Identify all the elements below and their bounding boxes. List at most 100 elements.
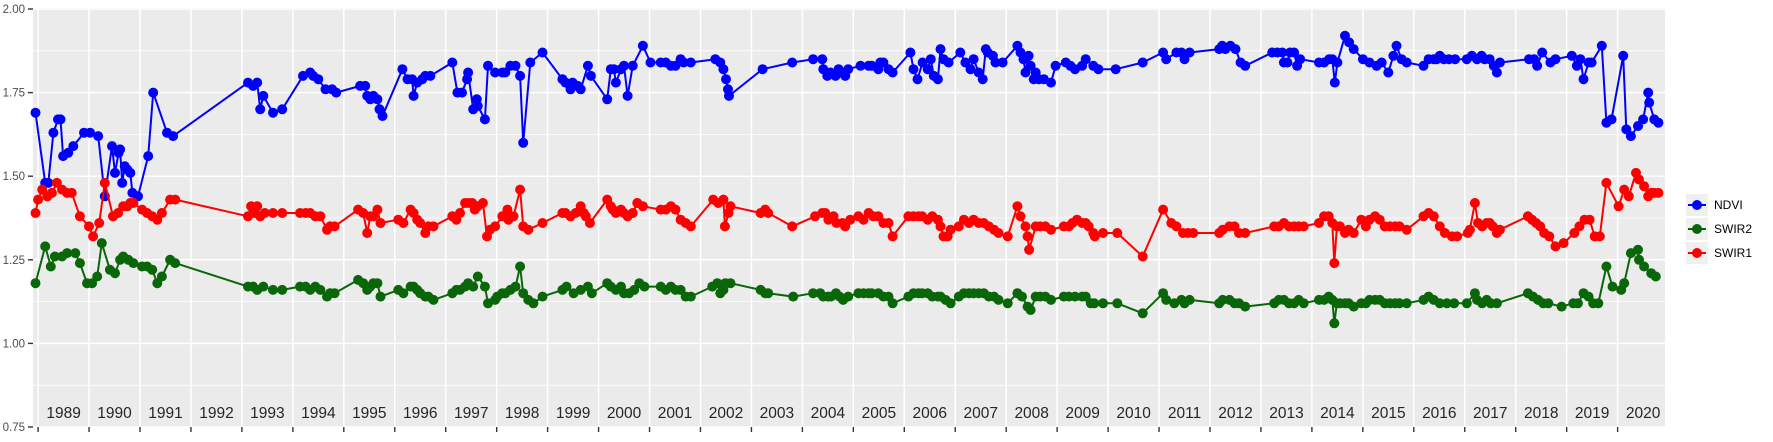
data-point-NDVI	[1329, 77, 1340, 88]
data-point-NDVI	[115, 144, 126, 155]
data-point-SWIR1	[1329, 258, 1340, 269]
data-point-SWIR1	[515, 184, 526, 195]
x-tick-label: 1992	[199, 405, 233, 422]
data-point-SWIR2	[479, 281, 490, 292]
data-point-SWIR2	[1543, 298, 1554, 309]
data-point-NDVI	[1050, 60, 1061, 71]
data-point-SWIR2	[96, 238, 107, 249]
data-point-SWIR1	[99, 177, 110, 188]
data-point-SWIR2	[1329, 318, 1340, 329]
data-point-SWIR2	[1441, 298, 1452, 309]
data-point-SWIR1	[1613, 201, 1624, 212]
data-point-NDVI	[168, 131, 179, 142]
data-point-NDVI	[1643, 87, 1654, 98]
data-point-SWIR2	[993, 294, 1004, 305]
data-point-SWIR1	[584, 218, 595, 228]
x-tick-label: 2020	[1626, 405, 1661, 422]
data-point-NDVI	[1376, 57, 1387, 68]
x-tick-label: 1996	[403, 405, 437, 422]
data-point-SWIR2	[1098, 298, 1108, 309]
data-point-SWIR2	[1639, 261, 1650, 272]
data-point-SWIR1	[1623, 191, 1634, 202]
data-point-NDVI	[582, 60, 593, 71]
data-point-NDVI	[110, 167, 120, 178]
data-point-SWIR1	[1653, 187, 1664, 198]
data-point-NDVI	[472, 101, 483, 111]
data-point-NDVI	[408, 90, 419, 101]
data-point-NDVI	[313, 74, 324, 85]
data-point-SWIR1	[719, 221, 730, 232]
data-point-SWIR2	[1491, 298, 1502, 309]
y-tick-label: 1.00	[3, 338, 25, 350]
data-point-SWIR2	[887, 298, 898, 309]
y-tick-label: 1.75	[3, 88, 25, 100]
data-point-NDVI	[372, 94, 383, 105]
data-point-NDVI	[143, 151, 154, 162]
data-point-SWIR1	[128, 198, 139, 208]
data-point-SWIR2	[329, 288, 340, 299]
x-tick-label: 2013	[1269, 405, 1303, 422]
data-point-NDVI	[397, 64, 408, 75]
data-point-SWIR2	[1401, 298, 1412, 309]
data-point-SWIR1	[1158, 204, 1169, 215]
legend-key-point	[1692, 200, 1702, 210]
data-point-SWIR2	[92, 271, 103, 282]
data-point-NDVI	[808, 54, 819, 65]
data-point-NDVI	[107, 141, 117, 152]
legend-key-point	[1692, 224, 1702, 234]
data-point-NDVI	[1080, 54, 1091, 65]
data-point-SWIR1	[935, 221, 946, 232]
data-point-NDVI	[360, 80, 371, 91]
data-point-NDVI	[935, 44, 946, 55]
x-tick-label: 2012	[1218, 405, 1252, 422]
data-point-SWIR2	[1002, 298, 1013, 309]
data-point-NDVI	[85, 127, 96, 138]
data-point-NDVI	[1618, 50, 1629, 61]
data-point-SWIR2	[1572, 298, 1583, 309]
data-point-SWIR1	[1298, 221, 1309, 232]
data-point-SWIR2	[1601, 261, 1612, 272]
data-point-SWIR2	[639, 281, 650, 292]
data-point-SWIR2	[561, 281, 572, 292]
data-point-SWIR1	[477, 198, 488, 208]
x-tick-label: 2014	[1320, 405, 1355, 422]
data-point-NDVI	[1550, 54, 1561, 65]
x-tick-label: 1995	[352, 405, 386, 422]
data-point-SWIR2	[788, 291, 799, 302]
x-tick-label: 2005	[862, 405, 896, 422]
data-point-SWIR2	[472, 271, 483, 282]
x-tick-label: 2011	[1168, 405, 1201, 422]
data-point-SWIR1	[883, 218, 894, 228]
data-point-SWIR1	[1046, 224, 1056, 235]
data-point-NDVI	[1391, 40, 1402, 51]
data-point-SWIR2	[1394, 298, 1405, 309]
x-tick-label: 2017	[1473, 405, 1507, 422]
data-point-SWIR2	[1137, 308, 1148, 319]
data-point-SWIR2	[147, 264, 158, 275]
x-tick-label: 2001	[658, 405, 692, 422]
data-point-SWIR1	[1098, 228, 1108, 238]
data-point-NDVI	[1491, 67, 1502, 78]
data-point-NDVI	[1644, 97, 1655, 108]
data-point-SWIR2	[45, 261, 56, 272]
data-point-SWIR1	[259, 208, 270, 218]
data-point-SWIR2	[945, 298, 956, 309]
data-point-SWIR1	[268, 208, 278, 218]
data-point-SWIR2	[1633, 244, 1643, 255]
data-point-SWIR1	[398, 218, 409, 228]
data-point-SWIR1	[1137, 251, 1148, 262]
data-point-SWIR2	[808, 288, 819, 299]
data-point-NDVI	[585, 70, 596, 81]
data-point-SWIR1	[490, 221, 501, 232]
data-point-NDVI	[627, 60, 638, 71]
data-point-SWIR2	[1348, 301, 1359, 312]
data-point-NDVI	[1532, 60, 1543, 71]
data-point-SWIR2	[843, 291, 854, 302]
data-point-SWIR2	[685, 291, 696, 302]
data-point-SWIR1	[1015, 211, 1026, 222]
data-point-SWIR2	[510, 281, 521, 292]
x-tick-label: 2004	[811, 405, 846, 422]
data-point-SWIR2	[1184, 294, 1195, 305]
data-point-SWIR2	[1070, 291, 1080, 302]
